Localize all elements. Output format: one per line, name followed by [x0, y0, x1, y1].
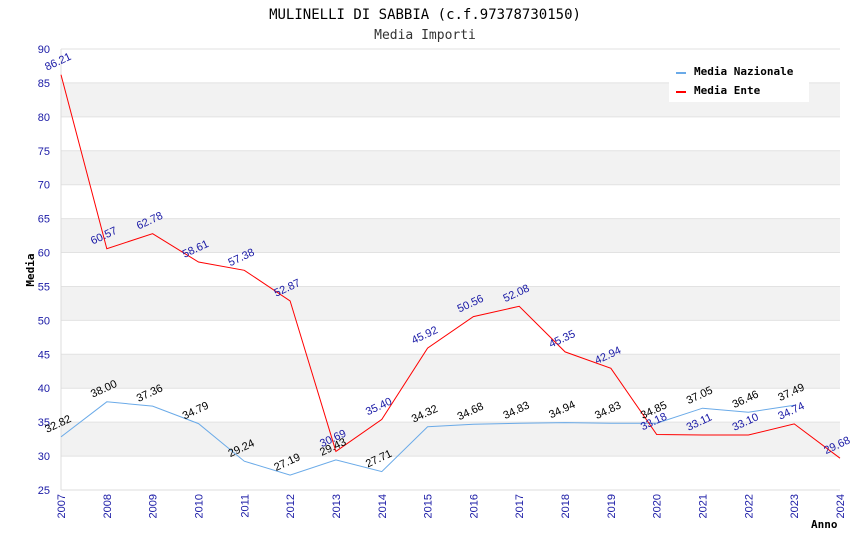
- grid-band: [61, 218, 840, 253]
- y-tick-label: 45: [38, 349, 50, 361]
- grid-bands: [61, 82, 840, 457]
- x-tick-label: 2022: [743, 494, 755, 518]
- x-tick-label: 2014: [377, 494, 389, 518]
- legend-label-nazionale: Media Nazionale: [694, 65, 794, 78]
- x-tick-label: 2011: [239, 494, 251, 518]
- x-tick-label: 2008: [102, 494, 114, 518]
- data-label-ente: 45.35: [547, 328, 577, 351]
- x-tick-label: 2016: [468, 494, 480, 518]
- series-lines: [60, 74, 841, 476]
- y-tick-label: 60: [38, 248, 50, 260]
- y-tick-label: 85: [38, 78, 50, 90]
- grid-band: [61, 354, 840, 389]
- x-axis-label: Anno: [811, 518, 838, 531]
- grid-band: [61, 422, 840, 457]
- legend: Media Nazionale Media Ente: [669, 60, 809, 102]
- y-axis-label: Media: [24, 253, 37, 286]
- chart-title: MULINELLI DI SABBIA (c.f.97378730150): [269, 7, 581, 23]
- x-tick-label: 2018: [560, 494, 572, 518]
- y-tick-label: 35: [38, 417, 50, 429]
- x-tick-label: 2010: [193, 494, 205, 518]
- y-tick-label: 80: [38, 112, 50, 124]
- y-tick-label: 40: [38, 383, 50, 395]
- data-label-nazionale: 34.68: [456, 401, 486, 424]
- data-label-ente: 45.92: [410, 324, 440, 347]
- y-tick-label: 30: [38, 451, 50, 463]
- x-axis-ticks: 2007 2008 2009 2010 2011 2012 2013 2014 2015 2016…: [56, 494, 847, 518]
- x-tick-label: 2017: [514, 494, 526, 518]
- grid-lines: [61, 48, 840, 491]
- x-tick-label: 2015: [423, 494, 435, 518]
- x-tick-label: 2012: [285, 494, 297, 518]
- legend-box: [669, 60, 809, 102]
- legend-label-ente: Media Ente: [694, 84, 761, 97]
- y-tick-label: 90: [38, 44, 50, 56]
- y-tick-label: 70: [38, 180, 50, 192]
- x-tick-label: 2023: [789, 494, 801, 518]
- chart-subtitle: Media Importi: [374, 28, 476, 43]
- x-tick-label: 2007: [56, 494, 68, 518]
- y-tick-label: 75: [38, 146, 50, 158]
- data-label-nazionale: 34.79: [181, 400, 211, 423]
- series-line-media-nazionale: [60, 401, 795, 476]
- data-label-nazionale: 36.46: [731, 388, 761, 411]
- y-tick-label: 65: [38, 214, 50, 226]
- grid-band: [61, 150, 840, 185]
- x-tick-label: 2009: [148, 494, 160, 518]
- x-tick-label: 2024: [835, 494, 847, 518]
- series-line-media-ente: [60, 74, 841, 459]
- grid-band: [61, 286, 840, 321]
- x-tick-label: 2020: [652, 494, 664, 518]
- y-axis-ticks: 25 30 35 40 45 50 55 60 65 70 75 80 85 90: [38, 44, 50, 497]
- x-tick-label: 2013: [331, 494, 343, 518]
- x-tick-label: 2019: [606, 494, 618, 518]
- x-tick-label: 2021: [698, 494, 710, 518]
- data-label-ente: 35.40: [364, 396, 394, 419]
- data-label-nazionale: 34.83: [501, 400, 531, 423]
- y-tick-label: 50: [38, 315, 50, 327]
- data-label-nazionale: 34.83: [593, 400, 623, 423]
- y-tick-label: 25: [38, 485, 50, 497]
- data-label-nazionale: 34.94: [547, 399, 577, 422]
- y-tick-label: 55: [38, 281, 50, 293]
